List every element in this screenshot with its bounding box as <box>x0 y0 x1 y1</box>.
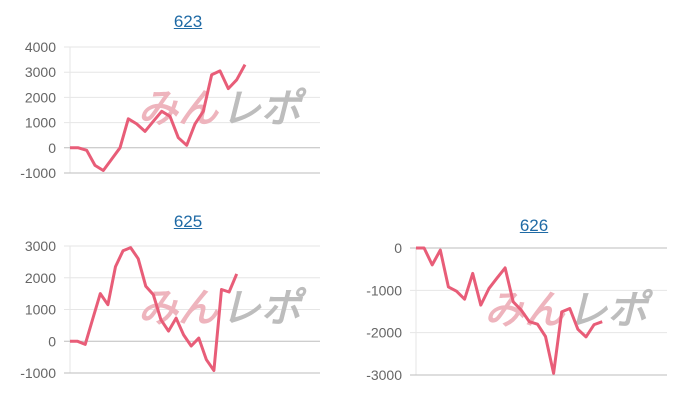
watermark-logo: レポ <box>221 86 307 132</box>
y-tick-label: 3000 <box>25 64 56 80</box>
y-tick-label: -1000 <box>366 282 402 298</box>
y-tick-label: -3000 <box>366 367 402 383</box>
series-line <box>70 63 247 172</box>
chart-title-link[interactable]: 625 <box>173 212 203 231</box>
y-tick-label: -1000 <box>20 365 56 381</box>
y-tick-label: 0 <box>394 240 402 256</box>
chart-title-link[interactable]: 626 <box>519 216 549 235</box>
chart-title-link[interactable]: 623 <box>173 12 203 31</box>
chart-plot: 0 -1000 -2000 -3000 みん レポ <box>366 240 667 383</box>
watermark-logo: みん <box>485 288 567 334</box>
y-tick-label: 2000 <box>25 270 56 286</box>
y-tick-label: 2000 <box>25 89 56 105</box>
y-tick-label: 1000 <box>25 115 56 131</box>
y-tick-label: 1000 <box>25 302 56 318</box>
y-tick-label: -1000 <box>20 165 56 181</box>
y-tick-label: 0 <box>48 333 56 349</box>
y-tick-label: 3000 <box>25 238 56 254</box>
y-tick-label: 0 <box>48 140 56 156</box>
chart-626: 626 0 -1000 -2000 -3000 みん レポ <box>346 200 700 400</box>
chart-623: 623 4000 3000 2000 1000 0 -1000 みん レポ <box>0 0 340 200</box>
watermark-logo: レポ <box>221 286 307 332</box>
series-line <box>416 246 603 375</box>
chart-625: 625 3000 2000 1000 0 -1000 みん レポ <box>0 200 340 400</box>
y-tick-label: -2000 <box>366 325 402 341</box>
y-tick-label: 4000 <box>25 39 56 55</box>
watermark-logo: レポ <box>568 288 654 334</box>
